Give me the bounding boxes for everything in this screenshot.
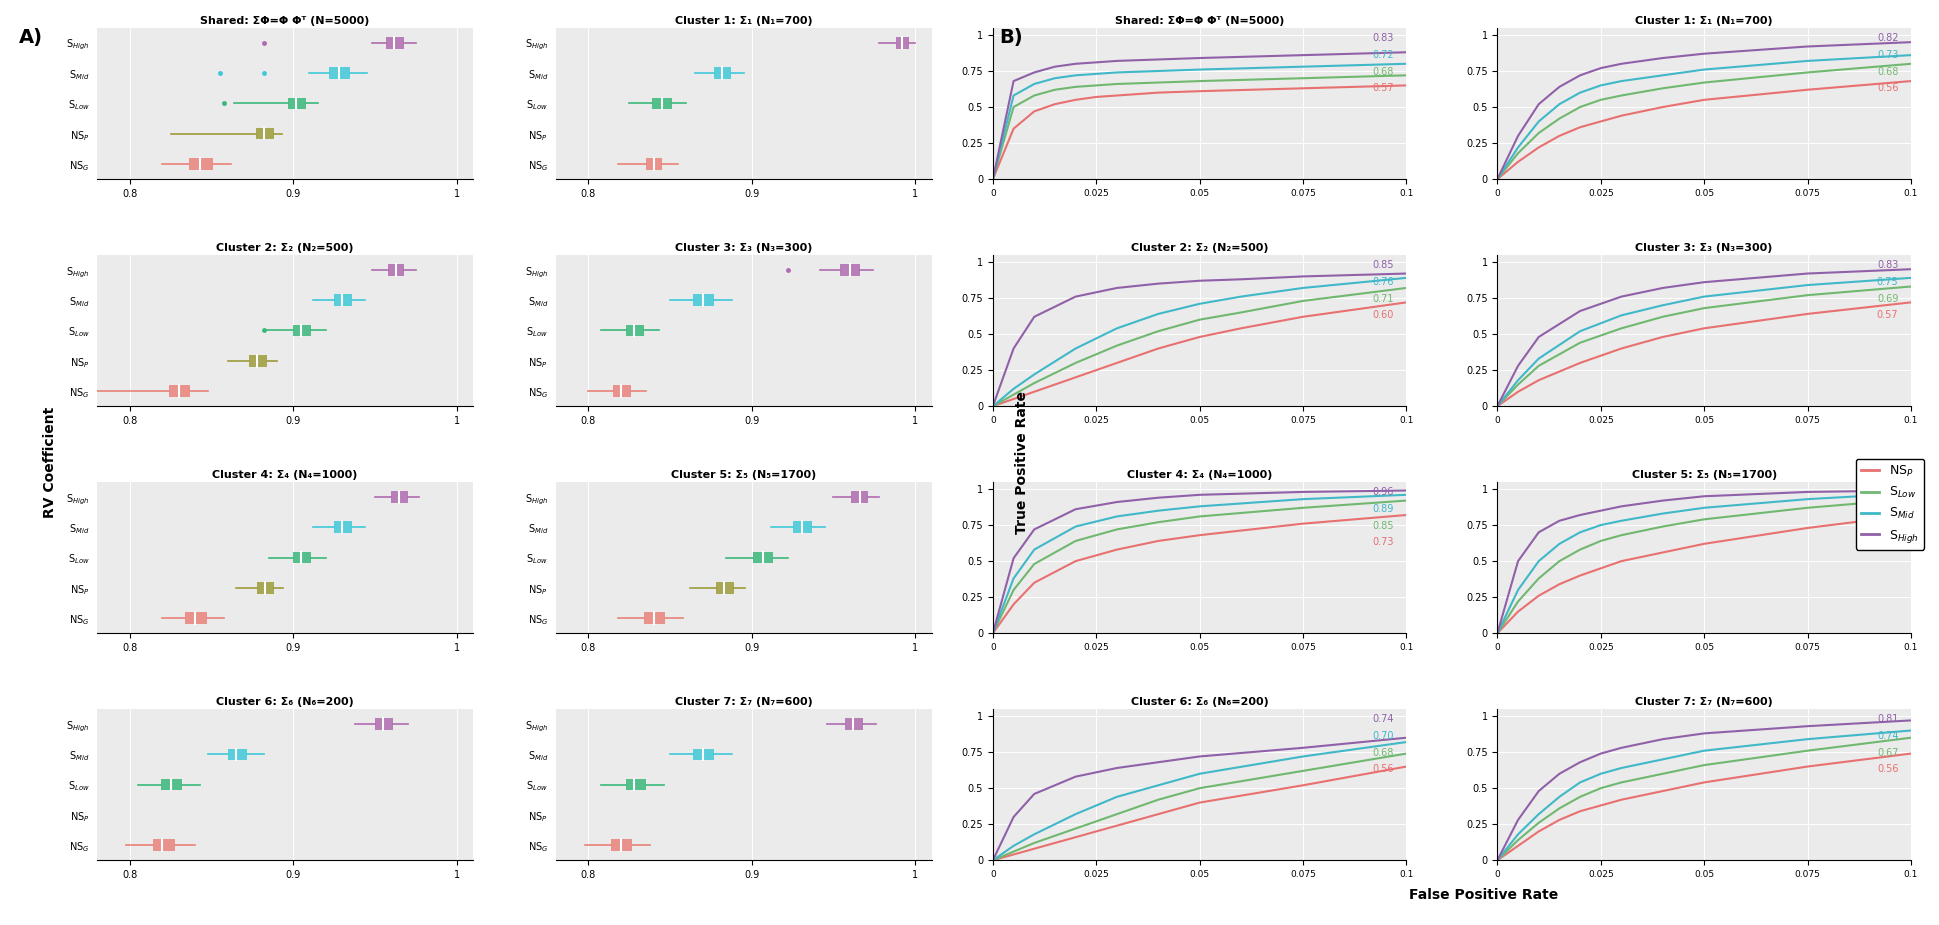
FancyBboxPatch shape <box>448 355 467 366</box>
Text: 0.67: 0.67 <box>1877 747 1898 758</box>
Text: 0.95: 0.95 <box>1877 487 1898 498</box>
Text: 0.56: 0.56 <box>1877 83 1898 93</box>
Text: 0.83: 0.83 <box>1373 33 1394 43</box>
FancyBboxPatch shape <box>184 612 206 623</box>
FancyBboxPatch shape <box>386 37 403 49</box>
FancyBboxPatch shape <box>256 128 273 140</box>
Legend: NS$_P$, S$_{Low}$, S$_{Mid}$, S$_{High}$: NS$_P$, S$_{Low}$, S$_{Mid}$, S$_{High}$ <box>1856 459 1923 549</box>
FancyBboxPatch shape <box>692 294 714 306</box>
Text: 0.68: 0.68 <box>1373 67 1394 77</box>
FancyBboxPatch shape <box>293 325 310 336</box>
Text: 0.85: 0.85 <box>1371 261 1394 270</box>
Text: 0.72: 0.72 <box>1371 50 1394 60</box>
FancyBboxPatch shape <box>851 491 867 502</box>
FancyBboxPatch shape <box>845 719 863 730</box>
Text: 0.85: 0.85 <box>1371 521 1394 531</box>
Text: 0.72: 0.72 <box>1875 537 1898 548</box>
Text: 0.83: 0.83 <box>1877 261 1898 270</box>
Text: 0.57: 0.57 <box>1371 83 1394 93</box>
Text: 0.75: 0.75 <box>1875 278 1898 287</box>
FancyBboxPatch shape <box>692 748 714 760</box>
FancyBboxPatch shape <box>248 355 268 366</box>
Title: Cluster 4: Σ₄ (N₄=1000): Cluster 4: Σ₄ (N₄=1000) <box>211 470 357 480</box>
Text: B): B) <box>999 28 1022 47</box>
Title: Cluster 1: Σ₁ (N₁=700): Cluster 1: Σ₁ (N₁=700) <box>1635 16 1772 26</box>
Text: 0.96: 0.96 <box>1373 487 1394 498</box>
FancyBboxPatch shape <box>227 748 248 760</box>
FancyBboxPatch shape <box>293 552 310 563</box>
FancyBboxPatch shape <box>626 779 646 790</box>
Text: 0.76: 0.76 <box>1371 278 1394 287</box>
Title: Cluster 7: Σ₇ (N₇=600): Cluster 7: Σ₇ (N₇=600) <box>675 697 812 707</box>
Text: 0.82: 0.82 <box>1877 33 1898 43</box>
Title: Cluster 2: Σ₂ (N₂=500): Cluster 2: Σ₂ (N₂=500) <box>1130 242 1268 253</box>
Title: Shared: ΣΦ=Φ Φᵀ (N=5000): Shared: ΣΦ=Φ Φᵀ (N=5000) <box>1115 16 1284 26</box>
FancyBboxPatch shape <box>161 779 182 790</box>
Text: 0.73: 0.73 <box>1371 537 1394 548</box>
Text: 0.56: 0.56 <box>1371 764 1394 774</box>
FancyBboxPatch shape <box>715 582 733 594</box>
Text: 0.69: 0.69 <box>1877 294 1898 303</box>
FancyBboxPatch shape <box>334 522 351 533</box>
FancyBboxPatch shape <box>458 128 481 140</box>
Text: 0.71: 0.71 <box>1371 294 1394 303</box>
Text: A): A) <box>19 28 43 47</box>
Text: 0.68: 0.68 <box>1877 67 1898 77</box>
Text: 0.60: 0.60 <box>1373 311 1394 320</box>
Text: 0.74: 0.74 <box>1371 714 1394 724</box>
Text: 0.56: 0.56 <box>1877 764 1898 774</box>
Title: Cluster 3: Σ₃ (N₃=300): Cluster 3: Σ₃ (N₃=300) <box>1635 242 1772 253</box>
Text: True Positive Rate: True Positive Rate <box>1014 391 1030 534</box>
Title: Cluster 5: Σ₅ (N₅=1700): Cluster 5: Σ₅ (N₅=1700) <box>1631 470 1776 480</box>
FancyBboxPatch shape <box>626 325 644 336</box>
Title: Cluster 5: Σ₅ (N₅=1700): Cluster 5: Σ₅ (N₅=1700) <box>671 470 816 480</box>
Text: 0.89: 0.89 <box>1373 504 1394 514</box>
FancyBboxPatch shape <box>374 719 392 730</box>
Title: Cluster 7: Σ₇ (N₇=600): Cluster 7: Σ₇ (N₇=600) <box>1635 697 1772 707</box>
Text: 0.81: 0.81 <box>1877 714 1898 724</box>
FancyBboxPatch shape <box>330 68 351 79</box>
FancyBboxPatch shape <box>652 98 671 109</box>
FancyBboxPatch shape <box>840 265 859 276</box>
FancyBboxPatch shape <box>752 552 772 563</box>
FancyBboxPatch shape <box>169 386 190 397</box>
FancyBboxPatch shape <box>334 294 351 306</box>
FancyBboxPatch shape <box>392 491 407 502</box>
Title: Cluster 3: Σ₃ (N₃=300): Cluster 3: Σ₃ (N₃=300) <box>675 242 812 253</box>
FancyBboxPatch shape <box>714 68 731 79</box>
Title: Cluster 1: Σ₁ (N₁=700): Cluster 1: Σ₁ (N₁=700) <box>675 16 812 26</box>
FancyBboxPatch shape <box>258 582 273 594</box>
Text: False Positive Rate: False Positive Rate <box>1410 888 1557 902</box>
FancyBboxPatch shape <box>611 839 632 851</box>
Text: 0.68: 0.68 <box>1373 747 1394 758</box>
Title: Cluster 4: Σ₄ (N₄=1000): Cluster 4: Σ₄ (N₄=1000) <box>1127 470 1272 480</box>
Text: 0.57: 0.57 <box>1875 311 1898 320</box>
Text: RV Coefficient: RV Coefficient <box>43 407 58 518</box>
Text: 0.80: 0.80 <box>1877 521 1898 531</box>
Text: 0.74: 0.74 <box>1877 731 1898 741</box>
Title: Shared: ΣΦ=Φ Φᵀ (N=5000): Shared: ΣΦ=Φ Φᵀ (N=5000) <box>200 16 370 26</box>
Text: 0.87: 0.87 <box>1877 504 1898 514</box>
FancyBboxPatch shape <box>646 158 661 169</box>
FancyBboxPatch shape <box>896 37 907 49</box>
FancyBboxPatch shape <box>644 612 665 623</box>
FancyBboxPatch shape <box>448 809 469 820</box>
Title: Cluster 6: Σ₆ (N₆=200): Cluster 6: Σ₆ (N₆=200) <box>215 697 353 707</box>
Text: 0.73: 0.73 <box>1877 50 1898 60</box>
FancyBboxPatch shape <box>388 265 403 276</box>
FancyBboxPatch shape <box>188 158 213 169</box>
FancyBboxPatch shape <box>289 98 306 109</box>
FancyBboxPatch shape <box>153 839 175 851</box>
FancyBboxPatch shape <box>793 522 812 533</box>
Title: Cluster 6: Σ₆ (N₆=200): Cluster 6: Σ₆ (N₆=200) <box>1130 697 1268 707</box>
FancyBboxPatch shape <box>613 386 630 397</box>
Text: 0.70: 0.70 <box>1371 731 1394 741</box>
Title: Cluster 2: Σ₂ (N₂=500): Cluster 2: Σ₂ (N₂=500) <box>215 242 353 253</box>
